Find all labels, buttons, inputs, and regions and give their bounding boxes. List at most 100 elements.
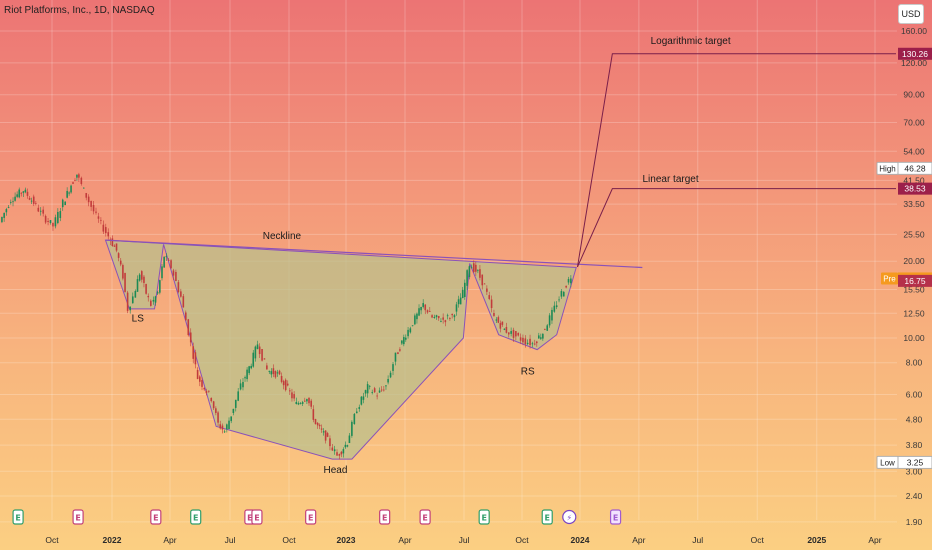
price-label: 38.53 — [904, 184, 926, 194]
event-marker-icon[interactable]: E — [379, 509, 391, 525]
candle-body — [440, 321, 442, 322]
candle-body — [258, 346, 261, 355]
price-label-bg — [898, 274, 932, 287]
x-tick-label: Oct — [751, 535, 765, 545]
currency-button[interactable]: USD — [898, 4, 924, 24]
y-tick-label: 3.00 — [906, 466, 923, 476]
candle-body — [477, 270, 479, 272]
candle-body — [159, 280, 161, 293]
event-marker-icon[interactable]: E — [150, 509, 162, 525]
candle-body — [172, 270, 175, 276]
candle-body — [97, 216, 100, 219]
candle-body — [453, 315, 456, 318]
candle-body — [376, 395, 378, 397]
y-tick-label: 2.40 — [906, 491, 923, 501]
candle-body — [346, 445, 349, 447]
x-tick-label: 2025 — [807, 535, 826, 545]
candle-body — [76, 174, 78, 178]
candle-body — [355, 411, 358, 414]
candle-body — [380, 389, 383, 391]
candle-body — [256, 344, 259, 349]
candle-body — [252, 352, 255, 367]
candle-body — [420, 306, 422, 311]
event-marker-icon[interactable]: E — [478, 509, 490, 525]
event-marker-icon[interactable]: E — [251, 509, 263, 525]
x-tick-label: Oct — [45, 535, 59, 545]
candle-body — [510, 331, 512, 334]
event-marker-icon[interactable]: ⚡ — [562, 509, 577, 525]
candle-body — [208, 390, 210, 392]
candle-body — [562, 291, 565, 297]
annotation-label: RS — [521, 366, 535, 377]
candle-body — [122, 265, 124, 279]
y-tick-label: 25.50 — [903, 229, 925, 239]
pre-tag — [881, 272, 898, 285]
candle-body — [119, 260, 122, 265]
candle-body — [221, 425, 224, 430]
candle-body — [163, 256, 165, 268]
candle-body — [470, 267, 473, 269]
candle-body — [18, 189, 21, 198]
candle-body — [115, 243, 118, 251]
event-marker-label: E — [247, 514, 252, 523]
candle-body — [230, 416, 232, 422]
candle-body — [481, 274, 484, 286]
candle-body — [403, 337, 405, 345]
pre-tag-text: Pre — [883, 274, 896, 283]
x-tick-label: Jul — [225, 535, 236, 545]
candle-body — [20, 192, 23, 194]
x-tick-label: Apr — [398, 535, 411, 545]
candle-body — [70, 185, 72, 193]
event-marker-icon[interactable]: E — [190, 509, 202, 525]
y-tick-label: 12.50 — [903, 308, 925, 318]
candle-body — [558, 299, 560, 301]
candle-body — [538, 335, 540, 339]
event-marker-icon[interactable]: E — [419, 509, 431, 525]
candle-body — [82, 187, 85, 189]
candle-body — [54, 217, 57, 227]
candle-body — [416, 313, 418, 320]
candle-body — [535, 341, 538, 344]
x-tick-label: Oct — [515, 535, 529, 545]
event-marker-icon[interactable]: E — [609, 509, 622, 525]
linear-target-line — [577, 188, 896, 268]
candle-body — [284, 379, 287, 391]
candle-body — [336, 452, 338, 456]
candle-body — [455, 304, 458, 312]
y-tick-label: 160.00 — [901, 26, 927, 36]
candle-body — [409, 328, 412, 333]
event-marker-icon[interactable]: E — [72, 509, 84, 525]
candle-body — [414, 315, 416, 325]
price-label-bg — [898, 47, 932, 60]
candle-body — [522, 337, 524, 343]
candle-body — [272, 368, 275, 375]
candle-body — [39, 210, 42, 212]
candle-body — [205, 390, 208, 393]
candle-body — [261, 349, 263, 361]
x-tick-label: Jul — [459, 535, 470, 545]
annotation-label: Linear target — [642, 174, 698, 185]
annotations: LS Head RS Neckline Logarithmic target Linear… — [132, 36, 731, 476]
candle-body — [519, 337, 522, 341]
event-marker-icon[interactable]: E — [305, 509, 317, 525]
event-markers: E E E E E E E E E E E ⚡ E — [12, 509, 622, 525]
candle-body — [387, 379, 389, 383]
candle-body — [87, 196, 90, 203]
candle-body — [5, 209, 8, 213]
candle-body — [392, 364, 394, 371]
candle-body — [316, 422, 319, 426]
candle-body — [479, 269, 481, 278]
candle-body — [493, 313, 495, 316]
y-tick-label: 90.00 — [903, 90, 925, 100]
candle-body — [362, 396, 365, 400]
candle-body — [152, 299, 155, 302]
candle-body — [203, 387, 206, 390]
event-marker-icon[interactable]: E — [12, 509, 24, 525]
event-marker-icon[interactable]: E — [541, 509, 553, 525]
candle-body — [312, 409, 315, 420]
candle-body — [505, 327, 508, 333]
candle-body — [150, 300, 152, 306]
candle-body — [560, 291, 563, 297]
